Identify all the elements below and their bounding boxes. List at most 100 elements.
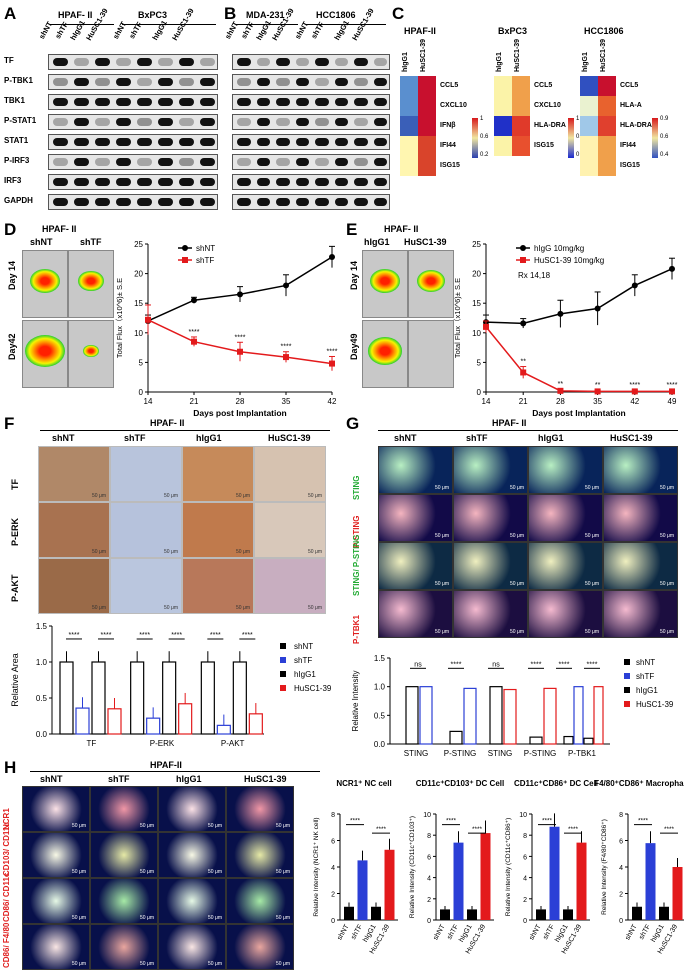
blot-band xyxy=(276,118,290,126)
x-tick-label: P-STING xyxy=(444,749,476,758)
heatmap-cell xyxy=(400,116,418,136)
panel-label-b: B xyxy=(224,4,237,23)
if-image: 50 μm xyxy=(603,542,678,590)
bar xyxy=(480,833,491,920)
blot-band xyxy=(276,138,290,146)
blot-band xyxy=(116,158,131,166)
y-tick-label: 0 xyxy=(139,388,144,397)
blot-band xyxy=(179,198,194,206)
blot-band xyxy=(137,138,152,146)
colorbar-tick: 0.9 xyxy=(660,116,669,122)
x-tick-label: 49 xyxy=(668,397,677,406)
x-tick-label: 28 xyxy=(236,397,245,406)
blot-band xyxy=(74,98,89,106)
chart-title: NCR1⁺ NC cell xyxy=(336,779,391,788)
y-tick-label: 6 xyxy=(619,839,623,846)
blot-band xyxy=(334,178,348,186)
lane-label: shNT xyxy=(293,19,311,41)
y-tick-label: 10 xyxy=(134,329,143,338)
heatmap-cell xyxy=(598,136,616,156)
significance-label: **** xyxy=(189,329,200,336)
blot-band xyxy=(116,58,131,66)
ihc-col-label: hIgG1 xyxy=(196,433,222,443)
ivis-col-husc1: HuSC1-39 xyxy=(404,237,447,247)
heatmap-cell xyxy=(512,96,530,116)
data-point xyxy=(191,297,197,304)
blot-band xyxy=(373,98,387,106)
protein-label: TF xyxy=(4,56,14,65)
protein-label: STAT1 xyxy=(4,136,29,145)
if-image: 50 μm xyxy=(378,446,453,494)
heatmap-cell xyxy=(494,136,512,156)
y-axis-label: Relative Area xyxy=(10,653,20,707)
legend-marker xyxy=(280,671,286,677)
blot-band xyxy=(334,158,348,166)
heatmap-cell xyxy=(512,136,530,156)
if-header-g: HPAF- II xyxy=(492,418,527,428)
y-tick-label: 0.0 xyxy=(374,740,386,749)
ihc-col-label: shNT xyxy=(52,433,75,443)
colorbar-tick: 0.6 xyxy=(480,134,489,140)
scale-bar-label: 50 μm xyxy=(660,533,674,539)
if-image: 50 μm xyxy=(22,832,90,878)
y-tick-label: 0 xyxy=(331,918,335,925)
blot-band xyxy=(276,98,290,106)
scale-bar-label: 50 μm xyxy=(276,869,290,875)
data-point xyxy=(520,369,527,376)
if-row-label: STING xyxy=(352,475,361,500)
x-tick-label: 14 xyxy=(482,397,491,406)
scale-bar-label: 50 μm xyxy=(510,629,524,635)
ihc-col-label: shTF xyxy=(124,433,146,443)
scale-bar-label: 50 μm xyxy=(92,493,106,499)
blot-band xyxy=(53,98,68,106)
bar xyxy=(371,906,381,920)
blot-band xyxy=(315,78,329,86)
bar xyxy=(130,661,145,735)
heatmap-colorbar xyxy=(472,118,478,158)
if-image: 50 μm xyxy=(378,494,453,542)
blot-band xyxy=(354,178,368,186)
heatmap-cell xyxy=(494,116,512,136)
blot-band xyxy=(315,58,329,66)
mouse-image xyxy=(408,250,454,318)
if-image: 50 μm xyxy=(22,924,90,970)
scale-bar-label: 50 μm xyxy=(308,493,322,499)
blot-band xyxy=(116,178,131,186)
if-image: 50 μm xyxy=(528,590,603,638)
blot-band xyxy=(158,178,173,186)
group-label-hpaf: HPAF- II xyxy=(58,10,93,20)
x-tick-label: 21 xyxy=(190,397,199,406)
if-image: 50 μm xyxy=(453,446,528,494)
heatmap-cell xyxy=(580,76,598,96)
scale-bar-label: 50 μm xyxy=(236,493,250,499)
blot-row xyxy=(48,134,218,150)
heatmap-cell xyxy=(494,96,512,116)
ihc-header: HPAF- II xyxy=(150,418,185,428)
scale-bar-label: 50 μm xyxy=(140,961,154,967)
blot-band xyxy=(200,118,215,126)
if-image: 50 μm xyxy=(453,494,528,542)
legend-marker xyxy=(624,701,630,707)
data-point xyxy=(283,354,289,361)
bar xyxy=(453,842,464,920)
bar xyxy=(357,860,368,920)
x-tick-label: 21 xyxy=(519,397,528,406)
blot-band xyxy=(95,138,110,146)
blot-band xyxy=(237,138,251,146)
panel-label-c: C xyxy=(392,4,405,23)
legend-label: hIgG1 xyxy=(294,670,316,679)
ihc-image: 50 μm xyxy=(182,446,254,502)
blot-band xyxy=(53,158,68,166)
panel-label-a: A xyxy=(4,4,17,23)
group-label-mda231: MDA-231 xyxy=(246,10,285,20)
blot-band xyxy=(354,138,368,146)
bar xyxy=(146,717,161,735)
blot-band xyxy=(315,138,329,146)
x-tick-label: 42 xyxy=(630,397,639,406)
scale-bar-label: 50 μm xyxy=(308,605,322,611)
scale-bar-label: 50 μm xyxy=(660,581,674,587)
if-image: 50 μm xyxy=(158,786,226,832)
blot-band xyxy=(137,198,152,206)
if-image: 50 μm xyxy=(90,924,158,970)
blot-band xyxy=(334,138,348,146)
